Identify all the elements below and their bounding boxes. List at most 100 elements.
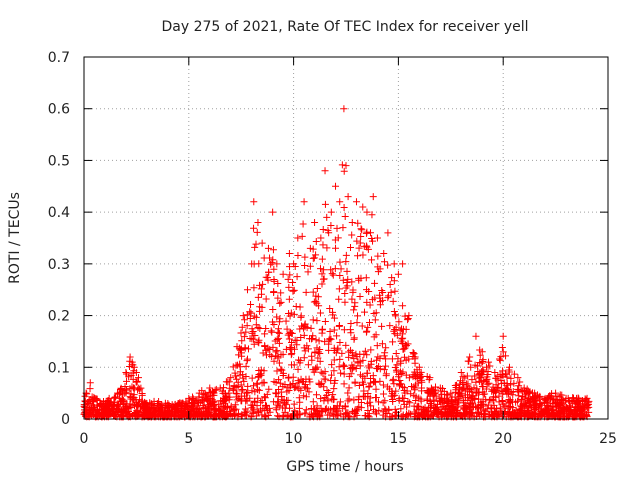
x-tick-label: 10 <box>285 431 303 447</box>
data-point <box>296 325 304 333</box>
data-point <box>354 252 362 260</box>
data-point <box>238 337 246 345</box>
data-point <box>336 258 344 266</box>
data-point <box>399 302 407 310</box>
data-point <box>211 406 219 414</box>
data-point <box>379 390 387 398</box>
data-point <box>236 363 244 371</box>
data-point <box>364 400 372 408</box>
data-point <box>382 362 390 370</box>
data-point <box>300 392 308 400</box>
data-point <box>383 410 391 418</box>
data-point <box>515 382 523 390</box>
data-point <box>256 325 264 333</box>
data-point <box>284 275 292 283</box>
data-point <box>380 258 388 266</box>
data-point <box>286 381 294 389</box>
data-point <box>304 384 311 392</box>
data-point-peak <box>384 229 392 237</box>
x-tick-label: 0 <box>80 431 89 447</box>
data-point <box>491 388 499 396</box>
data-point-peak <box>505 363 513 371</box>
data-point <box>328 361 336 369</box>
data-point <box>299 324 307 332</box>
data-point <box>347 319 355 327</box>
data-point <box>246 335 254 343</box>
data-point-peak <box>531 389 539 397</box>
data-point <box>300 354 308 362</box>
data-point <box>407 410 415 418</box>
data-point <box>304 345 312 353</box>
data-point <box>349 365 357 373</box>
data-point-peak <box>128 358 136 366</box>
data-point <box>464 411 472 419</box>
data-point <box>481 390 489 398</box>
data-point <box>498 370 506 378</box>
data-point-peak <box>411 353 419 361</box>
data-point <box>136 385 144 393</box>
data-point <box>265 385 273 393</box>
data-point <box>313 363 321 371</box>
data-point <box>340 370 348 378</box>
data-point-peak <box>132 368 140 376</box>
data-point <box>243 355 251 363</box>
data-point <box>272 389 280 397</box>
data-point <box>266 345 274 353</box>
data-point <box>337 369 345 377</box>
data-point <box>237 329 245 337</box>
data-point <box>339 405 347 413</box>
data-point <box>395 318 403 326</box>
data-point <box>244 388 252 396</box>
data-point <box>251 388 259 396</box>
data-point <box>320 266 328 274</box>
data-point <box>456 391 464 399</box>
data-point <box>346 243 354 251</box>
data-point <box>256 281 264 289</box>
data-point <box>545 406 553 414</box>
data-point <box>311 349 319 357</box>
data-point <box>107 398 115 406</box>
data-point <box>543 395 551 403</box>
data-point <box>333 412 341 420</box>
data-point <box>371 279 379 287</box>
data-point <box>294 377 302 385</box>
data-point <box>391 326 399 334</box>
data-point <box>339 362 347 370</box>
data-point <box>234 378 242 386</box>
data-point-peak <box>472 332 480 340</box>
data-point <box>188 400 196 408</box>
data-point-peak <box>254 218 262 226</box>
data-point <box>386 281 394 289</box>
data-point <box>253 380 261 388</box>
data-point <box>312 336 320 344</box>
data-point <box>430 390 438 398</box>
data-point-peak <box>273 260 281 268</box>
data-point-peak <box>344 193 352 201</box>
data-point <box>243 322 251 330</box>
data-point <box>335 285 343 293</box>
data-point <box>429 391 437 399</box>
data-point <box>549 406 557 414</box>
data-point-peak <box>447 389 455 397</box>
data-point <box>351 299 359 307</box>
data-point <box>399 334 407 342</box>
data-point <box>345 348 353 356</box>
data-point <box>300 331 308 339</box>
data-point <box>274 412 282 420</box>
data-point <box>390 307 398 315</box>
data-point <box>133 377 141 385</box>
data-point <box>86 385 94 393</box>
data-point <box>313 299 321 307</box>
x-tick-label: 15 <box>389 431 407 447</box>
data-point <box>226 409 234 417</box>
data-point <box>576 404 584 412</box>
data-point <box>435 394 443 402</box>
x-tick-label: 25 <box>599 431 617 447</box>
data-point <box>362 328 370 336</box>
data-point-peak <box>426 374 434 382</box>
data-point <box>349 286 357 294</box>
data-point <box>251 243 259 251</box>
data-point <box>318 255 326 263</box>
data-point <box>288 339 296 347</box>
data-point <box>363 228 371 236</box>
